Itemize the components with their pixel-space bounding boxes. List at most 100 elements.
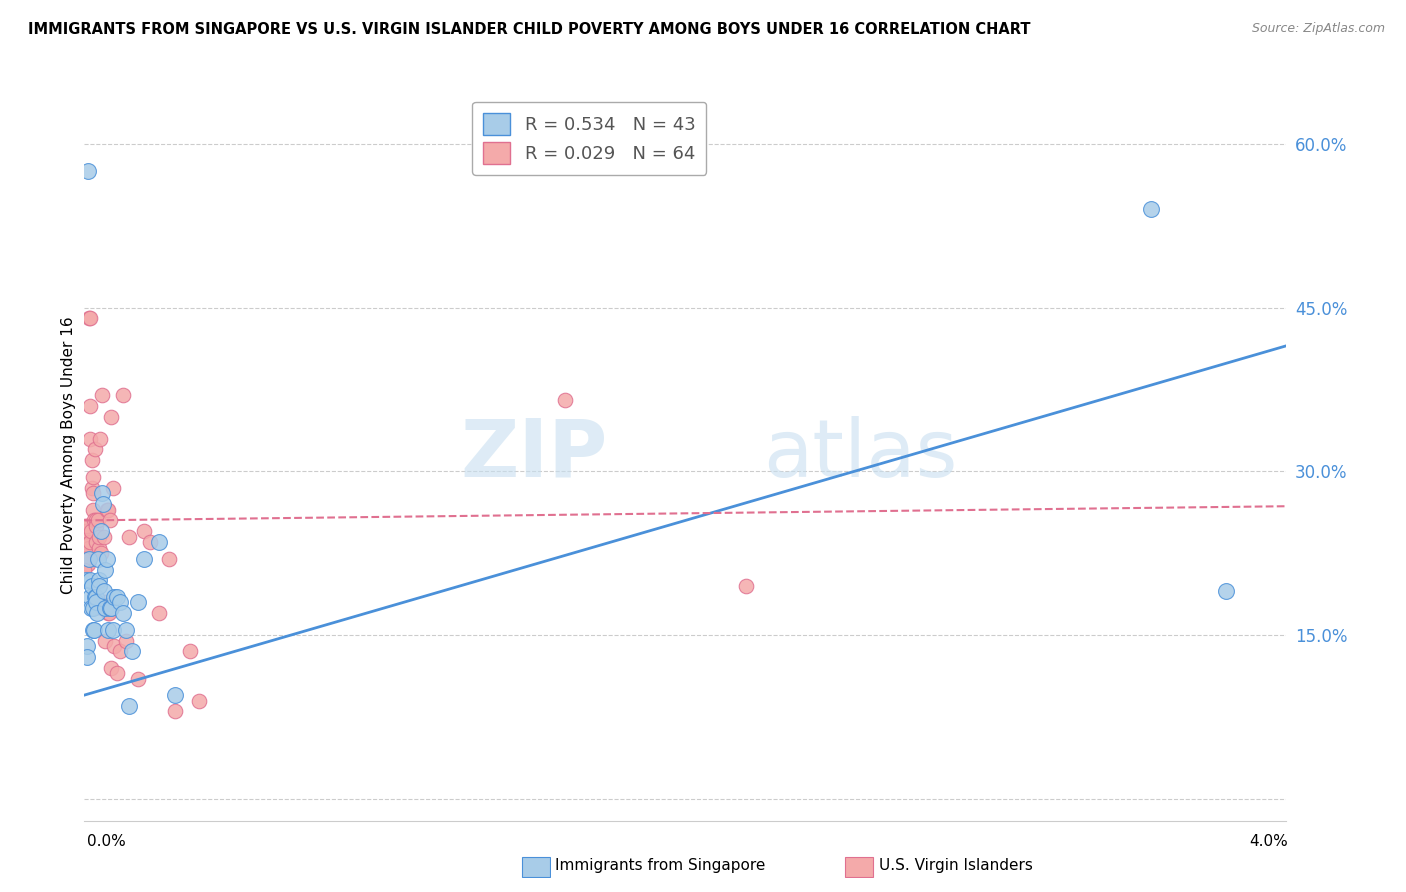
Point [79,535,101,549]
Point [83,623,105,637]
Point [90,600,112,615]
Point [76,551,98,566]
Point [73,541,96,555]
Point [110,595,132,609]
Point [83,513,105,527]
Point [83,442,105,457]
Point [79,311,101,326]
Point [79,574,101,588]
Point [97,623,120,637]
Text: U.S. Virgin Islanders: U.S. Virgin Islanders [879,858,1032,872]
Point [127,672,149,686]
Point [93,584,115,599]
Point [98,600,121,615]
Point [112,606,135,620]
Point [82,486,104,500]
Point [163,688,186,702]
Point [75,519,97,533]
Point [94,563,117,577]
Point [76,639,98,653]
Point [1215,584,1237,599]
Point [77,311,100,326]
Point [96,551,118,566]
Point [86,519,108,533]
Point [79,399,101,413]
Point [76,519,98,533]
Point [79,590,101,604]
Point [91,497,114,511]
Point [103,590,125,604]
Point [77,551,100,566]
Point [118,698,141,713]
Point [84,590,107,604]
Point [115,633,138,648]
Point [118,530,141,544]
Point [100,409,122,424]
Point [73,563,96,577]
Point [75,535,97,549]
Text: ZIP: ZIP [460,416,607,494]
Point [91,388,114,402]
Point [77,557,100,571]
Point [76,649,98,664]
Point [82,502,104,516]
Point [107,590,129,604]
Point [89,530,111,544]
Point [82,469,104,483]
Point [98,606,121,620]
Text: Immigrants from Singapore: Immigrants from Singapore [555,858,766,872]
Text: 0.0%: 0.0% [87,834,127,849]
Point [148,606,170,620]
Point [96,502,118,516]
Point [83,590,105,604]
Text: IMMIGRANTS FROM SINGAPORE VS U.S. VIRGIN ISLANDER CHILD POVERTY AMONG BOYS UNDER: IMMIGRANTS FROM SINGAPORE VS U.S. VIRGIN… [28,22,1031,37]
Point [82,600,104,615]
Point [84,513,107,527]
Point [94,633,117,648]
Point [157,551,180,566]
Point [75,574,97,588]
Point [103,639,125,653]
Point [90,524,112,539]
Point [127,595,149,609]
Point [86,595,108,609]
Point [1140,202,1163,217]
Point [97,502,120,516]
Point [87,513,110,527]
Point [73,551,96,566]
Legend: R = 0.534   N = 43, R = 0.029   N = 64: R = 0.534 N = 43, R = 0.029 N = 64 [472,102,706,175]
Point [187,693,209,707]
Point [115,623,138,637]
Point [101,623,124,637]
Point [101,481,124,495]
Point [87,541,110,555]
Text: atlas: atlas [763,416,957,494]
Point [89,579,111,593]
Point [134,524,156,539]
Point [87,574,110,588]
Point [734,579,756,593]
Point [80,481,103,495]
Point [87,551,110,566]
Point [139,535,162,549]
Point [554,393,576,408]
Point [100,661,122,675]
Point [98,513,121,527]
Point [86,606,108,620]
Point [90,546,112,560]
Y-axis label: Child Poverty Among Boys Under 16: Child Poverty Among Boys Under 16 [60,316,76,594]
Point [76,557,98,571]
Point [97,606,120,620]
Point [94,595,117,609]
Point [121,644,143,658]
Point [80,579,103,593]
Point [148,535,170,549]
Point [77,541,100,555]
Text: Source: ZipAtlas.com: Source: ZipAtlas.com [1251,22,1385,36]
Point [86,535,108,549]
Point [110,644,132,658]
Point [134,551,156,566]
Point [80,524,103,539]
Point [80,600,103,615]
Point [163,705,186,719]
